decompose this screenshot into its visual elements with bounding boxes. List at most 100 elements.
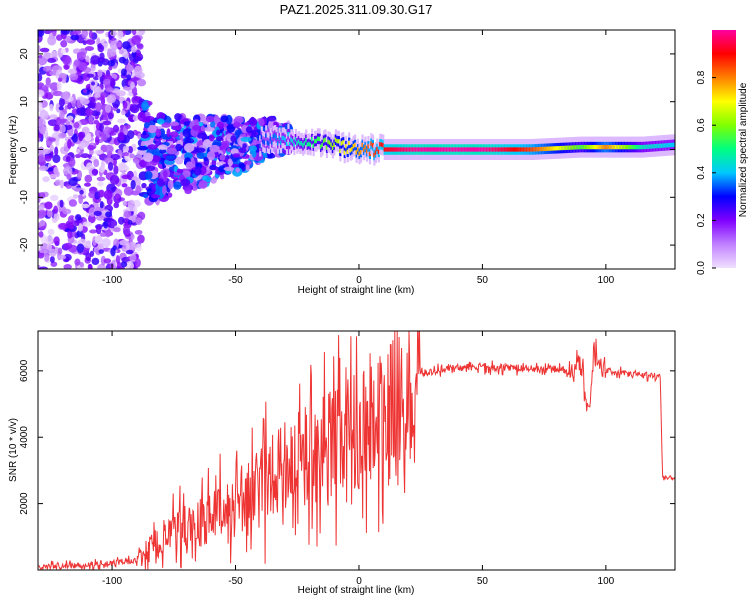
heatmap-cell [614,144,617,150]
heatmap-cell [38,132,43,139]
heatmap-cell [86,73,95,78]
heatmap-cell [97,44,105,53]
heatmap-cell [471,147,474,152]
heatmap-cell [133,56,142,62]
heatmap-cell [589,144,592,150]
heatmap-cell [478,147,481,152]
heatmap-cell [76,230,83,238]
heatmap-cell [327,139,330,144]
x-tick-label: 100 [598,275,615,286]
heatmap-cell [551,146,554,151]
heatmap-cell [112,245,117,251]
heatmap-cell [386,147,389,152]
heatmap-cell [285,141,289,147]
heatmap-cell [47,35,57,46]
heatmap-cell [59,111,65,120]
heatmap-cell [623,144,626,150]
heatmap-cell [38,266,49,269]
heatmap-cell [131,35,142,45]
heatmap-cell [595,144,598,150]
heatmap-cell [65,184,72,189]
heatmap-cell [542,146,545,152]
heatmap-cell [488,147,492,152]
heatmap-cell [272,134,275,139]
snr-x-ticks: -100 -50 0 50 100 [102,331,615,587]
heatmap-cell [634,144,637,150]
heatmap-cell [447,147,450,152]
x-tick-label: 100 [598,576,615,587]
heatmap-cell [599,144,603,150]
heatmap-cell [479,147,483,152]
heatmap-cell [245,126,253,134]
heatmap-cell [59,179,64,189]
heatmap-cell [39,219,46,227]
colorbar-tick-label: 0.6 [696,118,707,132]
heatmap-cell [579,145,582,150]
heatmap-cell [137,234,145,244]
heatmap-cell [506,147,509,152]
heatmap-cell [93,158,100,168]
heatmap-cell [72,194,79,199]
heatmap-cell [176,169,184,174]
heatmap-cell [511,147,514,152]
heatmap-cell [282,135,286,141]
heatmap-cell [314,139,317,144]
heatmap-cell [574,145,577,150]
heatmap-cell [641,144,644,150]
heatmap-cell [271,140,274,145]
heatmap-cell [536,147,539,152]
heatmap-cell [374,150,377,155]
heatmap-cell [171,125,182,131]
heatmap-cell [294,137,297,142]
heatmap-cell [530,147,533,152]
heatmap-cell [472,147,475,152]
heatmap-cell [184,188,192,195]
heatmap-cell [561,145,564,151]
heatmap-cell [41,86,49,91]
heatmap-cell [653,144,656,149]
heatmap-cell [127,220,133,225]
heatmap-cell [463,147,466,152]
heatmap-cell [468,147,471,152]
heatmap-cell [125,249,134,255]
heatmap-cell [482,147,486,152]
heatmap-cell [143,193,149,199]
heatmap-cell [659,143,662,148]
heatmap-cell [245,163,250,172]
y-tick-label: 10 [19,96,30,108]
heatmap-cell [540,146,543,152]
heatmap-cell [38,124,46,135]
heatmap-cell [346,149,349,154]
heatmap-cell [453,147,456,152]
heatmap-cell [110,30,118,37]
heatmap-cell [654,144,657,149]
heatmap-cell [462,147,465,152]
heatmap-cell [539,146,542,152]
heatmap-cell [49,144,54,152]
heatmap-cell [232,153,241,158]
heatmap-cell [200,125,205,132]
heatmap-cell [38,73,43,82]
heatmap-x-label: Height of straight line (km) [298,285,415,296]
heatmap-cell [481,147,484,152]
heatmap-cell [213,114,220,124]
heatmap-cell [53,212,60,221]
heatmap-cell [266,140,269,145]
heatmap-cell [112,124,120,133]
y-tick-label: -10 [19,190,30,205]
heatmap-cell [82,40,87,46]
heatmap-cell [454,147,457,152]
heatmap-cell [75,214,82,221]
heatmap-cell [240,136,252,142]
heatmap-cell [61,54,71,65]
heatmap-cell [476,147,480,152]
heatmap-cell [300,141,303,146]
heatmap-cell [100,134,108,142]
heatmap-cell [130,234,135,240]
heatmap-cell [99,201,104,209]
heatmap-cell [632,144,635,150]
heatmap-cell [622,144,625,150]
heatmap-cell [625,144,628,150]
heatmap-cell [112,88,120,94]
heatmap-cell [352,144,355,149]
